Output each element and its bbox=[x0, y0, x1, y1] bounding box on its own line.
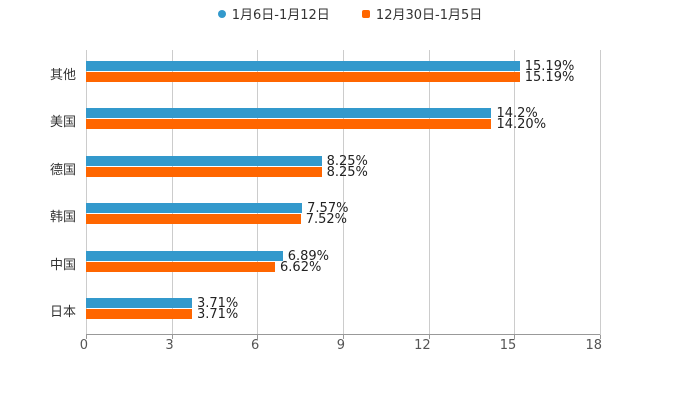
bar-series-1[interactable] bbox=[86, 60, 520, 71]
x-axis bbox=[86, 334, 600, 335]
gridline bbox=[86, 50, 87, 335]
value-label: 14.20% bbox=[496, 117, 547, 133]
bar-series-2[interactable] bbox=[86, 309, 192, 320]
value-label: 7.52% bbox=[305, 212, 348, 228]
gridline bbox=[171, 50, 173, 335]
category-label: 其他 bbox=[49, 67, 76, 83]
bar-series-2[interactable] bbox=[86, 71, 520, 82]
legend-square-icon bbox=[361, 9, 370, 18]
bar-series-1[interactable] bbox=[86, 298, 192, 309]
bar-series-2[interactable] bbox=[86, 214, 301, 225]
value-label: 14.2% bbox=[496, 106, 538, 122]
category-label: 韩国 bbox=[49, 210, 76, 226]
axis-tick bbox=[428, 335, 430, 339]
value-label: 3.71% bbox=[196, 307, 239, 323]
axis-tick bbox=[600, 335, 601, 339]
value-label: 3.71% bbox=[196, 296, 239, 312]
axis-tick bbox=[343, 335, 344, 339]
gridline bbox=[343, 50, 344, 335]
value-label: 7.57% bbox=[307, 201, 349, 217]
bar-series-1[interactable] bbox=[86, 203, 303, 214]
x-tick-label: 12 bbox=[414, 338, 431, 353]
value-label: 6.62% bbox=[280, 259, 322, 275]
axis-tick bbox=[171, 335, 173, 339]
bar-series-1[interactable] bbox=[86, 250, 283, 261]
legend-item-series-1[interactable]: 1月6日-1月12日 bbox=[217, 4, 330, 23]
legend-item-series-2[interactable]: 12月30日-1月5日 bbox=[361, 4, 483, 23]
gridline bbox=[600, 50, 601, 335]
value-label: 8.25% bbox=[326, 153, 368, 169]
gridline bbox=[257, 50, 259, 335]
chart-legend: 1月6日-1月12日 12月30日-1月5日 bbox=[0, 4, 700, 23]
x-tick-label: 6 bbox=[251, 338, 260, 353]
legend-label: 1月6日-1月12日 bbox=[231, 8, 330, 23]
x-tick-label: 15 bbox=[499, 338, 517, 353]
category-label: 美国 bbox=[49, 115, 76, 131]
x-tick-label: 3 bbox=[165, 338, 174, 353]
value-label: 15.19% bbox=[524, 69, 575, 85]
axis-tick bbox=[257, 335, 259, 339]
x-tick-label: 0 bbox=[79, 338, 88, 353]
value-label: 8.25% bbox=[326, 164, 368, 180]
x-tick-label: 18 bbox=[585, 338, 602, 353]
axis-tick bbox=[514, 335, 516, 339]
gridline bbox=[428, 50, 430, 335]
gridline bbox=[514, 50, 516, 335]
axis-tick bbox=[86, 335, 87, 339]
bar-series-1[interactable] bbox=[86, 108, 492, 119]
category-label: 中国 bbox=[49, 257, 76, 273]
x-tick-label: 9 bbox=[336, 338, 345, 353]
bar-series-2[interactable] bbox=[86, 119, 492, 130]
legend-circle-icon bbox=[217, 9, 226, 18]
category-label: 德国 bbox=[49, 162, 76, 178]
category-label: 日本 bbox=[49, 305, 76, 321]
value-label: 15.19% bbox=[524, 58, 575, 74]
value-label: 6.89% bbox=[287, 248, 330, 264]
bar-series-2[interactable] bbox=[86, 166, 322, 177]
plot-area: 15.19% 15.19% 14.2% 14.20% 8.25% 8.25% 7.57% 7.… bbox=[86, 50, 601, 339]
bar-series-2[interactable] bbox=[86, 261, 276, 272]
bar-series-1[interactable] bbox=[86, 155, 322, 166]
legend-label: 12月30日-1月5日 bbox=[375, 8, 483, 23]
